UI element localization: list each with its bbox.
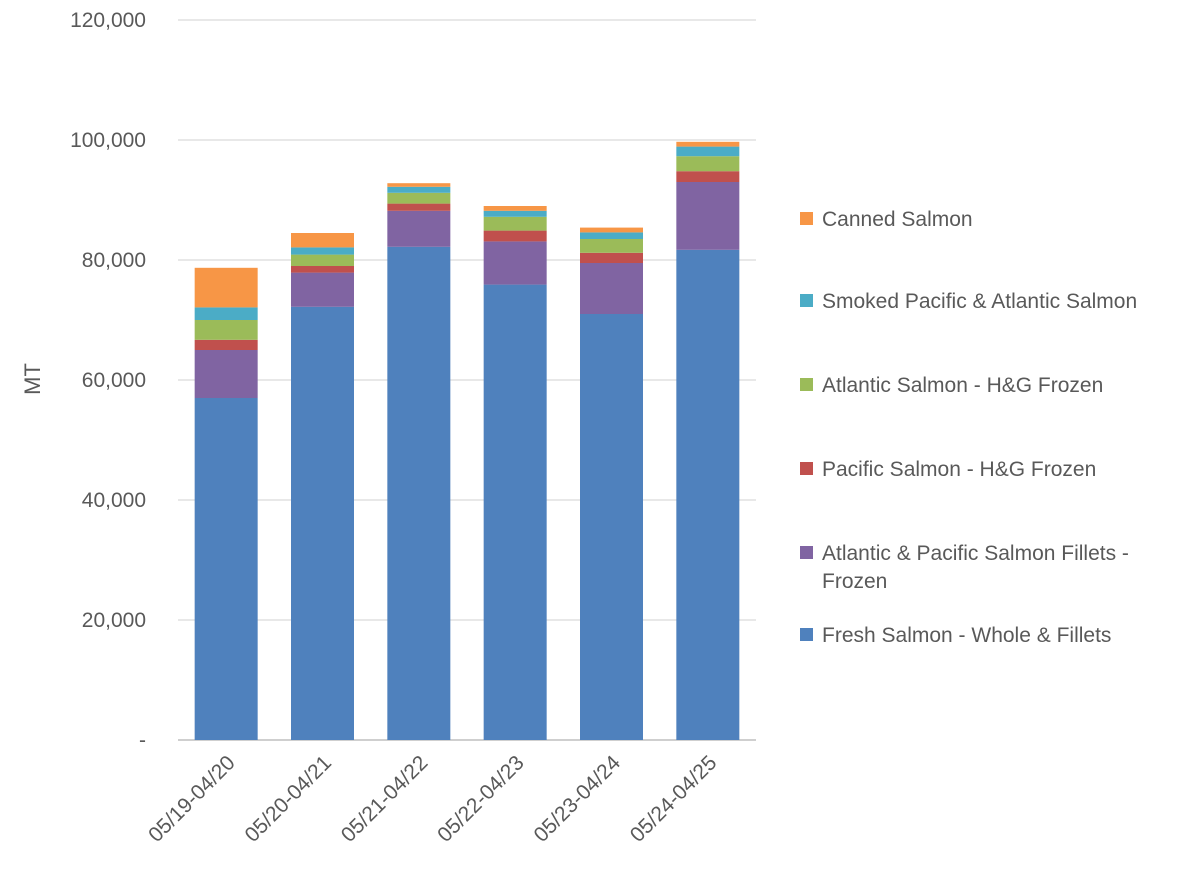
bar-segment	[676, 141, 740, 147]
bar-segment	[676, 182, 740, 250]
legend-item: Fresh Salmon - Whole & Fillets	[800, 622, 1192, 650]
x-tick-label: 05/23-04/24	[529, 751, 625, 847]
legend-swatch	[800, 212, 813, 225]
x-tick-label: 05/24-04/25	[626, 751, 722, 847]
legend-swatch	[800, 628, 813, 641]
bar-segment	[676, 156, 740, 172]
bar-segment	[580, 314, 643, 740]
bar-segment	[676, 146, 740, 157]
bar-segment	[194, 307, 258, 320]
y-tick-label: 80,000	[82, 249, 146, 272]
legend-swatch	[800, 462, 813, 475]
legend-label: Pacific Salmon - H&G Frozen	[822, 458, 1097, 481]
bar-segment	[291, 272, 354, 307]
bar-segment	[580, 263, 643, 314]
y-tick-label: 60,000	[82, 369, 146, 392]
legend-item: Smoked Pacific & Atlantic Salmon	[800, 288, 1192, 316]
legend-label: Atlantic Salmon - H&G Frozen	[822, 374, 1104, 397]
bar-segment	[291, 306, 354, 740]
legend-item: Canned Salmon	[800, 206, 1192, 234]
bar-segment	[387, 210, 451, 247]
x-tick-label: 05/19-04/20	[144, 751, 240, 847]
y-tick-label: -	[139, 729, 146, 752]
bar-segment	[580, 232, 643, 239]
bar-segment	[387, 203, 451, 211]
bar-segment	[483, 230, 547, 242]
gridlines	[178, 19, 756, 741]
legend-label: Canned Salmon	[822, 208, 973, 231]
bar-segment	[676, 249, 740, 741]
legend-item: Atlantic & Pacific Salmon Fillets - Froz…	[800, 540, 1192, 596]
bar-segment	[194, 350, 258, 398]
bar-segment	[291, 233, 354, 248]
bar-segment	[580, 239, 643, 253]
bar-segment	[483, 241, 547, 285]
bar-segment	[291, 266, 354, 273]
y-axis-tick-labels: - 20,000 40,000 60,000 80,000 100,000 120,000	[70, 9, 146, 752]
bar-segment	[580, 252, 643, 263]
y-tick-label: 120,000	[70, 9, 146, 32]
x-tick-label: 05/22-04/23	[433, 751, 529, 847]
bar-segment	[194, 339, 258, 350]
legend-label: Fresh Salmon - Whole & Fillets	[822, 624, 1112, 647]
bar-segment	[483, 206, 547, 211]
legend-item: Pacific Salmon - H&G Frozen	[800, 456, 1192, 484]
bar-segment	[676, 171, 740, 182]
bar-segment	[387, 246, 451, 741]
bar-segment	[483, 210, 547, 217]
bars	[194, 141, 740, 741]
y-tick-label: 40,000	[82, 489, 146, 512]
x-tick-label: 05/21-04/22	[337, 751, 433, 847]
bar-segment	[483, 284, 547, 740]
legend-swatch	[800, 294, 813, 307]
bar-segment	[291, 254, 354, 266]
bar-segment	[291, 247, 354, 255]
legend-swatch	[800, 378, 813, 391]
bar-segment	[387, 186, 451, 193]
bar-segment	[580, 227, 643, 233]
y-tick-label: 20,000	[82, 609, 146, 632]
bar-segment	[387, 183, 451, 187]
bar-segment	[194, 398, 258, 740]
legend-item: Atlantic Salmon - H&G Frozen	[800, 372, 1192, 400]
x-tick-label: 05/20-04/21	[240, 751, 336, 847]
bar-segment	[387, 192, 451, 204]
x-axis-tick-labels: 05/19-04/20 05/20-04/21 05/21-04/22 05/22-0…	[144, 751, 721, 847]
legend-swatch	[800, 546, 813, 559]
bar-segment	[194, 320, 258, 340]
bar-segment	[483, 216, 547, 231]
y-tick-label: 100,000	[70, 129, 146, 152]
bar-segment	[194, 267, 258, 308]
legend-label: Atlantic & Pacific Salmon Fillets - Froz…	[822, 542, 1129, 593]
legend-label: Smoked Pacific & Atlantic Salmon	[822, 290, 1138, 313]
y-axis-title: MT	[20, 363, 45, 395]
